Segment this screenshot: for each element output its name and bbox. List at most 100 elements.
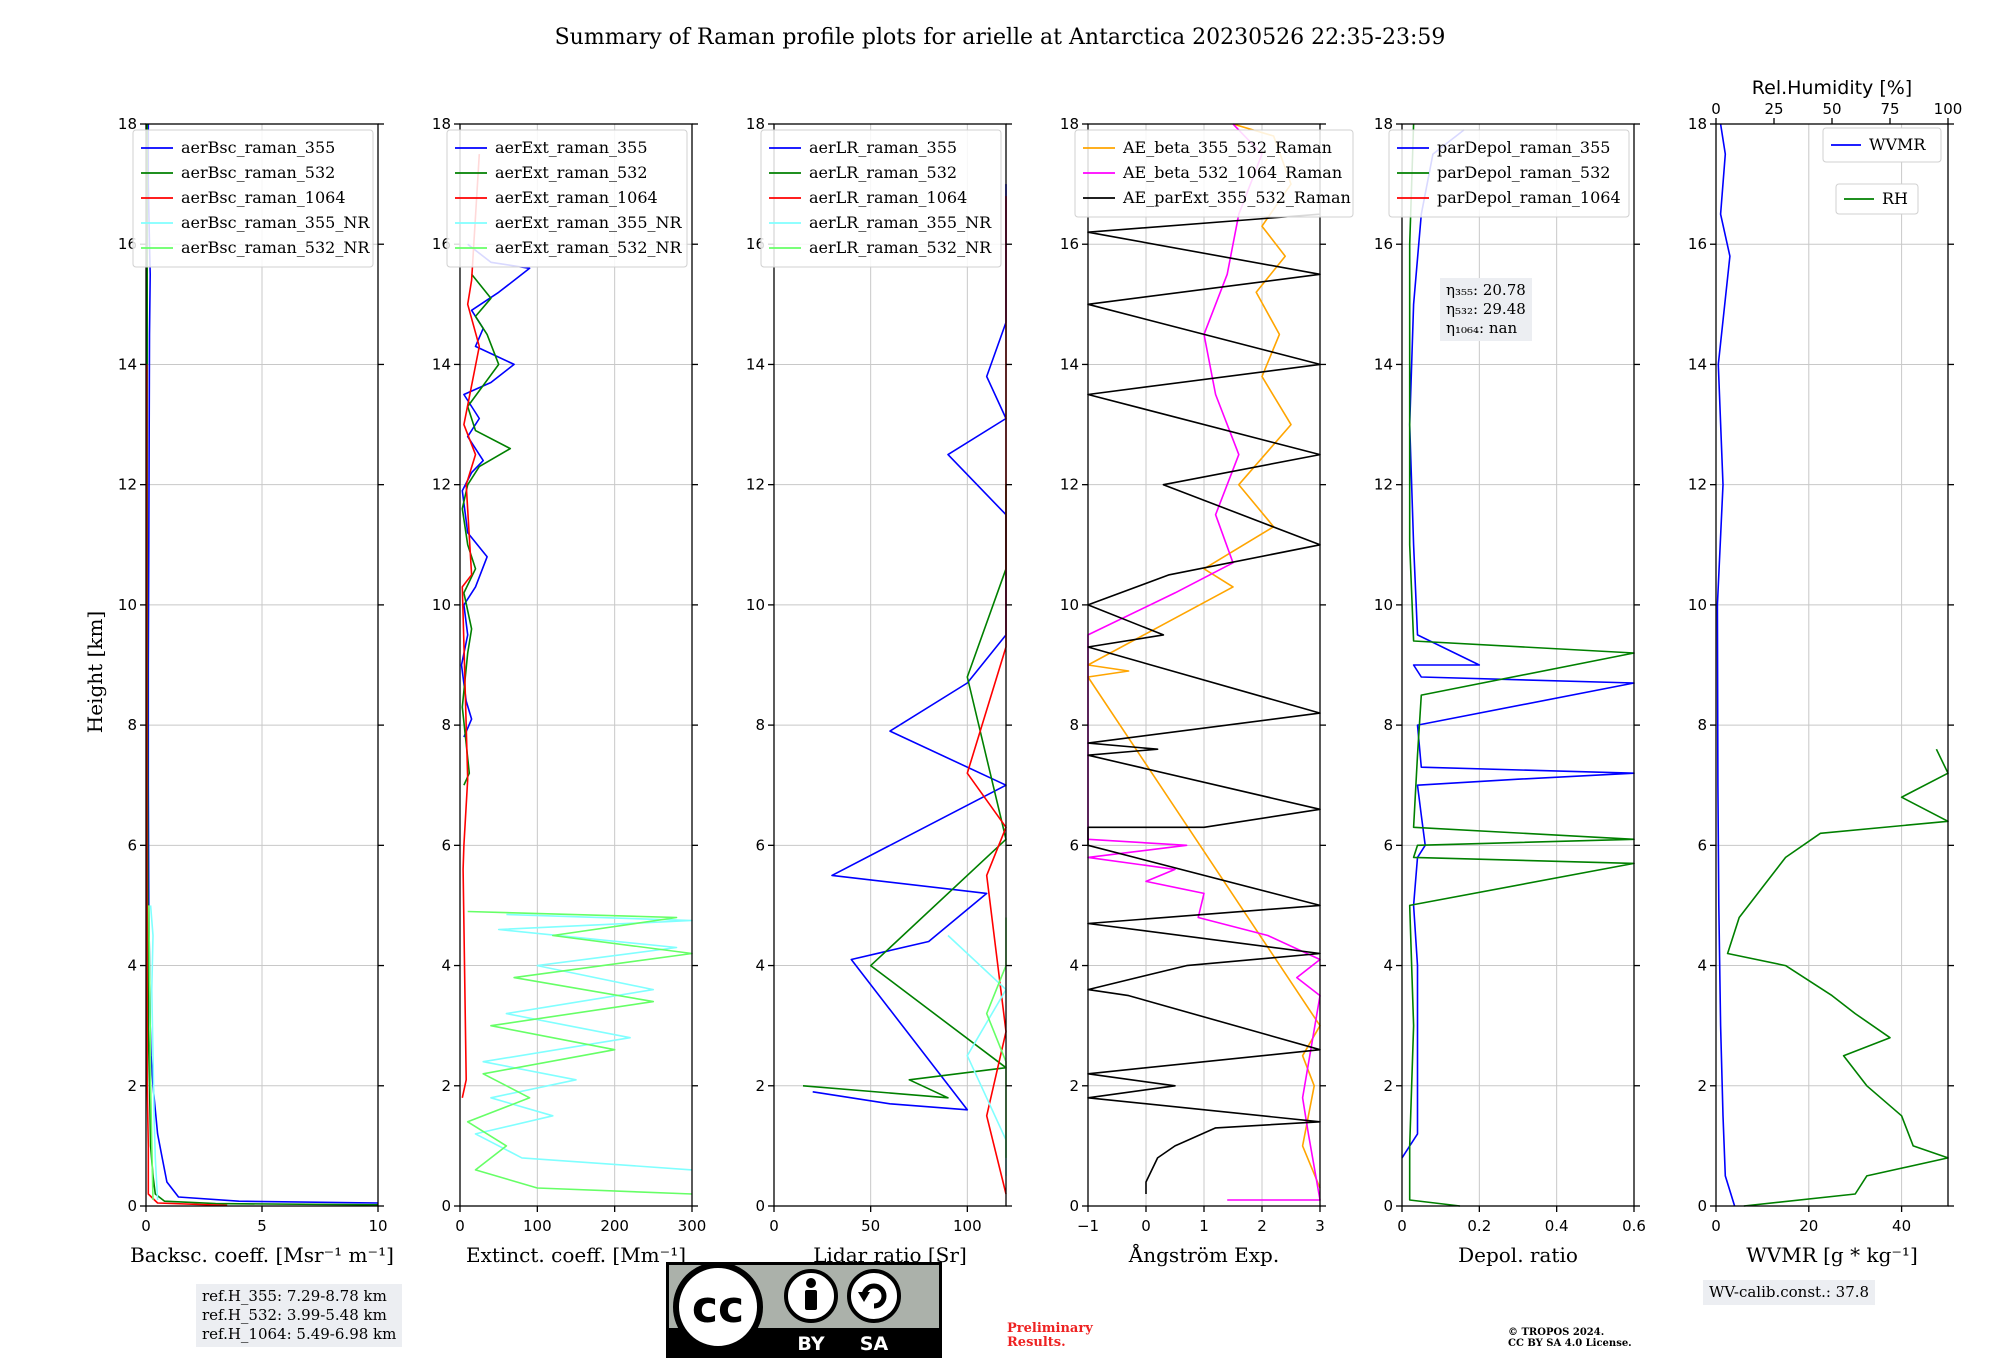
y-tick-label: 4: [441, 957, 451, 975]
y-tick-label: 8: [755, 716, 765, 734]
x2-tick-label: 50: [1822, 100, 1841, 118]
legend-box: [1835, 183, 1919, 215]
legend: aerLR_raman_355 aerLR_raman_532 aerLR_rama…: [760, 129, 1002, 268]
y-tick-label: 12: [1374, 476, 1393, 494]
copyright-note: © TROPOS 2024. CC BY SA 4.0 License.: [1508, 1327, 1632, 1349]
series-line-bsc-1: [146, 124, 379, 1206]
x-axis-label: Backsc. coeff. [Msr⁻¹ m⁻¹]: [130, 1243, 394, 1267]
x-axis-label: WVMR [g * kg⁻¹]: [1746, 1243, 1918, 1267]
y-tick-label: 12: [432, 476, 451, 494]
x-tick-label: 2: [1257, 1217, 1267, 1235]
y-tick-label: 12: [746, 476, 765, 494]
legend-label: aerExt_raman_532_NR: [495, 238, 683, 257]
y-tick-label: 4: [1069, 957, 1079, 975]
series-line-lr-0: [812, 184, 1007, 1111]
y-tick-label: 0: [441, 1197, 451, 1215]
x-tick-label: 40: [1892, 1217, 1911, 1235]
series-line-wv-0: [1716, 123, 1736, 1207]
y-tick-label: 16: [746, 235, 765, 253]
y-tick-label: 6: [127, 836, 137, 854]
wv-calib-box: WV-calib.const.: 37.8: [1703, 1280, 1876, 1305]
x-tick-label: 0.2: [1467, 1217, 1491, 1235]
y-tick-label: 8: [127, 716, 137, 734]
y-tick-label: 14: [1060, 355, 1079, 373]
plot-frame: [1401, 123, 1635, 1207]
legend: WVMR RH: [1822, 127, 1942, 215]
series-line-bsc-2: [145, 364, 228, 1207]
sa-arrow-icon: [861, 1283, 887, 1309]
eta-box: η₃₅₅: 20.78 η₅₃₂: 29.48 η₁₀₆₄: nan: [1440, 278, 1532, 341]
y-tick-label: 16: [118, 235, 137, 253]
y-tick-label: 12: [1688, 476, 1707, 494]
x-tick-label: 100: [953, 1217, 982, 1235]
y-tick-label: 6: [1383, 836, 1393, 854]
y-tick-label: 10: [432, 596, 451, 614]
legend-box: [1388, 129, 1630, 218]
y-tick-label: 18: [746, 115, 765, 133]
legend-label: RH: [1882, 189, 1908, 208]
series-line-ext-0: [460, 243, 531, 738]
ref-height-1064: ref.H_1064: 5.49-6.98 km: [202, 1325, 397, 1343]
y-tick-label: 2: [441, 1077, 451, 1095]
panel-depol: 0 0.2 0.4 0.6 0 2 4 6 8 10 12 14 16 18 Depol. ratio par…: [1374, 115, 1646, 1267]
y-tick-label: 0: [1069, 1197, 1079, 1215]
legend-label: parDepol_raman_355: [1437, 138, 1610, 157]
x2-tick-label: 0: [1711, 100, 1721, 118]
panel-ext: 0 100 200 300 0 2 4 6 8 10 12 14 16 18 Extinct. coeff.…: [432, 115, 706, 1267]
legend-label: AE_beta_532_1064_Raman: [1122, 163, 1342, 182]
x2-axis-label: Rel.Humidity [%]: [1752, 77, 1912, 99]
x-axis-label: Extinct. coeff. [Mm⁻¹]: [466, 1243, 686, 1267]
x-tick-label: 0: [769, 1217, 779, 1235]
eta-532: η₅₃₂: 29.48: [1446, 300, 1526, 318]
legend-box: [446, 129, 688, 268]
x-tick-label: 0: [1141, 1217, 1151, 1235]
eta-355: η₃₅₅: 20.78: [1446, 281, 1526, 299]
x-tick-label: 300: [678, 1217, 707, 1235]
y-tick-label: 2: [1697, 1077, 1707, 1095]
copyright-line-2: CC BY SA 4.0 License.: [1508, 1338, 1632, 1349]
x-tick-label: 0: [455, 1217, 465, 1235]
y-axis-label: Height [km]: [83, 611, 107, 733]
y-tick-label: 12: [118, 476, 137, 494]
y-tick-label: 18: [118, 115, 137, 133]
x-tick-label: 50: [861, 1217, 880, 1235]
x-tick-label: 5: [257, 1217, 267, 1235]
x-tick-label: 0: [1711, 1217, 1721, 1235]
y-tick-label: 4: [1697, 957, 1707, 975]
y-tick-label: 6: [1697, 836, 1707, 854]
y-tick-label: 2: [127, 1077, 137, 1095]
x-tick-label: 20: [1799, 1217, 1818, 1235]
x-axis-label: Ångström Exp.: [1128, 1242, 1279, 1267]
legend-box: [1822, 127, 1942, 163]
y-tick-label: 6: [755, 836, 765, 854]
series-line-ext-4: [466, 910, 693, 1195]
y-tick-label: 4: [127, 957, 137, 975]
x-tick-label: 0: [141, 1217, 151, 1235]
legend-label: aerExt_raman_355: [495, 138, 648, 157]
y-tick-label: 16: [1374, 235, 1393, 253]
preliminary-line-1: Preliminary: [1007, 1321, 1093, 1336]
sa-share-icon: [847, 1269, 901, 1323]
copyright-line-1: © TROPOS 2024.: [1508, 1327, 1605, 1338]
y-tick-label: 18: [1060, 115, 1079, 133]
legend: AE_beta_355_532_Raman AE_beta_532_1064_Ra…: [1074, 129, 1354, 218]
y-tick-label: 0: [1383, 1197, 1393, 1215]
legend-label: aerBsc_raman_532_NR: [181, 238, 370, 257]
y-tick-label: 18: [1374, 115, 1393, 133]
y-tick-label: 18: [432, 115, 451, 133]
legend-label: aerBsc_raman_355_NR: [181, 213, 370, 232]
y-tick-label: 14: [118, 355, 137, 373]
x-axis-label: Depol. ratio: [1458, 1243, 1578, 1267]
cc-license-badge: cc BY SA: [666, 1262, 942, 1358]
legend-label: aerLR_raman_355_NR: [809, 213, 992, 232]
legend-label: WVMR: [1869, 135, 1926, 154]
plot-frame: [459, 123, 693, 1207]
series-line-depol-0: [1401, 129, 1635, 1159]
series-line-ae-1: [1087, 123, 1321, 1201]
legend-label: parDepol_raman_1064: [1437, 188, 1621, 207]
panel-bsc: 0 5 10 0 2 4 6 8 10 12 14 16 18 Backsc. coeff. [Msr⁻¹…: [118, 115, 394, 1267]
y-tick-label: 0: [127, 1197, 137, 1215]
y-tick-label: 0: [1697, 1197, 1707, 1215]
